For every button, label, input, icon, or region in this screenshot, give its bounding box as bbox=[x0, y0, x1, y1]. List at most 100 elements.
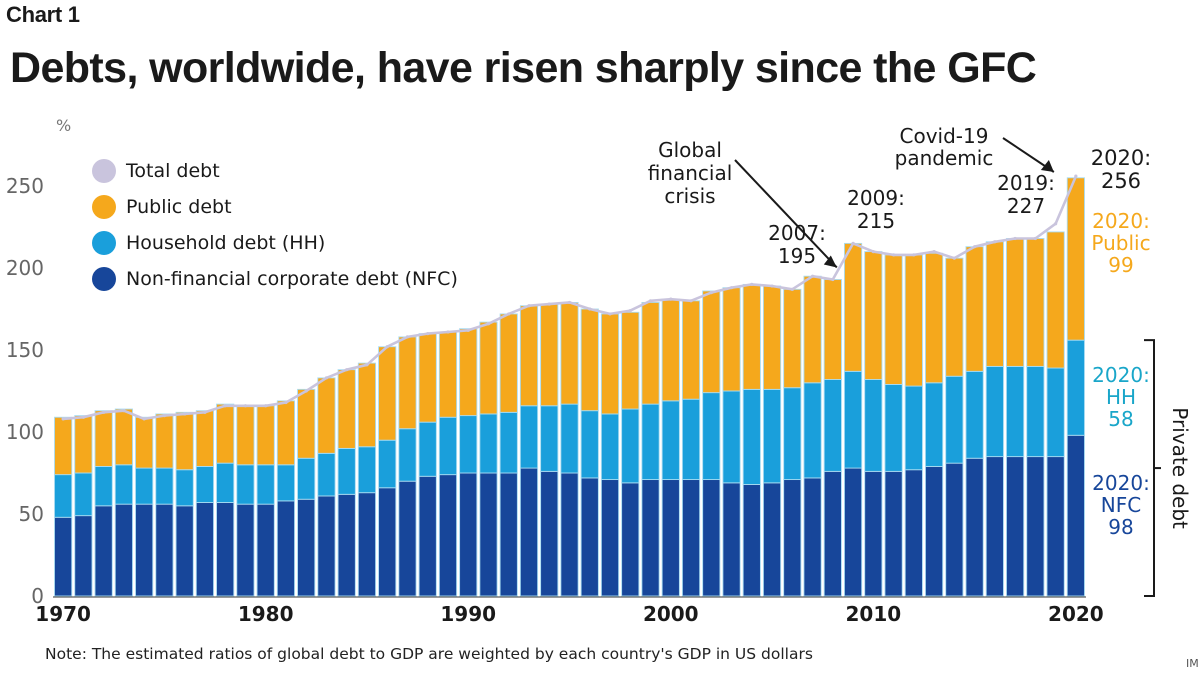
total-debt-point bbox=[608, 312, 612, 316]
annotation-2009: 2009: bbox=[847, 186, 905, 210]
chart-note: Note: The estimated ratios of global deb… bbox=[45, 645, 813, 663]
bar-public bbox=[681, 300, 701, 400]
bar-public bbox=[783, 288, 802, 389]
bar-public bbox=[985, 241, 1004, 367]
bar-nfc bbox=[276, 500, 296, 597]
bar-public bbox=[216, 403, 235, 464]
bar-public bbox=[843, 242, 863, 372]
total-debt-point bbox=[102, 410, 106, 414]
total-debt-point bbox=[588, 307, 592, 311]
bar-nfc bbox=[438, 474, 458, 597]
bar-household bbox=[276, 464, 296, 502]
legend-label-nfc: Non-financial corporate debt (NFC) bbox=[126, 268, 458, 290]
total-debt-point bbox=[365, 363, 369, 367]
bar-household bbox=[357, 446, 377, 494]
annotation-total-2020: 2020: bbox=[1091, 146, 1152, 170]
annotation-2019: 227 bbox=[1007, 194, 1045, 218]
bar-public bbox=[438, 331, 458, 418]
bar-public bbox=[135, 416, 154, 469]
bar-household bbox=[600, 413, 620, 481]
x-tick-label: 2000 bbox=[643, 602, 699, 626]
total-debt-point bbox=[264, 404, 268, 408]
total-debt-point bbox=[871, 250, 875, 254]
total-debt-point bbox=[527, 304, 531, 308]
total-debt-point bbox=[750, 282, 754, 286]
bar-household bbox=[438, 416, 458, 476]
annotation-hh-2020: HH bbox=[1106, 385, 1136, 409]
bar-household bbox=[459, 415, 478, 474]
bar-nfc bbox=[641, 479, 660, 597]
bar-nfc bbox=[519, 467, 539, 597]
bar-household bbox=[762, 388, 782, 484]
bar-nfc bbox=[762, 482, 782, 597]
bar-household bbox=[702, 392, 721, 481]
total-debt-point bbox=[345, 368, 349, 372]
bar-nfc bbox=[600, 479, 620, 597]
bar-household bbox=[337, 447, 356, 495]
bar-public bbox=[1046, 231, 1065, 369]
annotation-2007: 195 bbox=[778, 244, 816, 268]
bar-nfc bbox=[256, 503, 275, 597]
source-credit: IM bbox=[1186, 657, 1199, 670]
bar-household bbox=[945, 375, 964, 464]
bar-household bbox=[722, 390, 741, 484]
bar-public bbox=[1026, 238, 1045, 367]
total-debt-point bbox=[891, 253, 896, 257]
bar-household bbox=[641, 403, 660, 481]
legend-label-public: Public debt bbox=[126, 196, 232, 218]
bar-household bbox=[499, 411, 518, 474]
bar-nfc bbox=[1026, 456, 1045, 597]
bar-nfc bbox=[621, 482, 640, 597]
y-tick-label: 100 bbox=[6, 420, 44, 444]
bar-household bbox=[742, 388, 761, 485]
total-debt-point bbox=[628, 309, 632, 313]
total-debt-point bbox=[567, 300, 572, 305]
total-debt-point bbox=[1013, 236, 1017, 241]
total-debt-point bbox=[486, 322, 491, 326]
annotation-gfc: Global bbox=[658, 138, 722, 162]
bar-public bbox=[236, 405, 255, 466]
bar-household bbox=[621, 408, 640, 484]
bar-nfc bbox=[803, 477, 822, 597]
bar-public bbox=[74, 415, 93, 474]
bar-nfc bbox=[1006, 456, 1025, 597]
total-debt-point bbox=[831, 277, 835, 282]
bar-nfc bbox=[418, 475, 437, 597]
bar-household bbox=[661, 400, 680, 481]
bar-nfc bbox=[843, 467, 863, 597]
bar-public bbox=[925, 252, 944, 384]
annotation-nfc-2020: 98 bbox=[1108, 515, 1133, 539]
annotation-nfc-2020: 2020: bbox=[1092, 471, 1150, 495]
bar-public bbox=[256, 405, 275, 466]
bar-household bbox=[236, 464, 255, 505]
total-debt-point bbox=[790, 287, 794, 291]
bar-nfc bbox=[540, 470, 559, 597]
total-debt-point bbox=[81, 415, 85, 419]
bar-household bbox=[519, 405, 539, 469]
total-debt-point bbox=[466, 328, 470, 332]
y-tick-label: 250 bbox=[6, 174, 44, 198]
bar-public bbox=[276, 400, 296, 466]
annotation-2009: 215 bbox=[857, 209, 895, 233]
total-debt-point bbox=[547, 302, 551, 306]
annotation-public-2020: Public bbox=[1091, 231, 1150, 255]
x-tick-label: 2010 bbox=[845, 602, 901, 626]
bar-household bbox=[114, 464, 133, 505]
legend-item-total: Total debt bbox=[92, 153, 458, 189]
total-debt-point bbox=[162, 414, 167, 418]
bar-household bbox=[317, 452, 336, 497]
bar-household bbox=[175, 469, 194, 507]
bar-nfc bbox=[681, 479, 701, 597]
bar-public bbox=[742, 283, 761, 390]
legend-swatch-nfc bbox=[92, 267, 116, 291]
bar-nfc bbox=[155, 503, 174, 597]
bar-household bbox=[378, 439, 397, 489]
total-debt-point bbox=[122, 409, 126, 413]
bar-nfc bbox=[1066, 434, 1085, 597]
total-debt-point bbox=[183, 412, 187, 416]
bar-nfc bbox=[317, 495, 336, 597]
legend-item-household: Household debt (HH) bbox=[92, 225, 458, 261]
bar-household bbox=[418, 421, 437, 477]
bar-household bbox=[135, 467, 154, 505]
gfc-arrowhead bbox=[823, 255, 837, 268]
